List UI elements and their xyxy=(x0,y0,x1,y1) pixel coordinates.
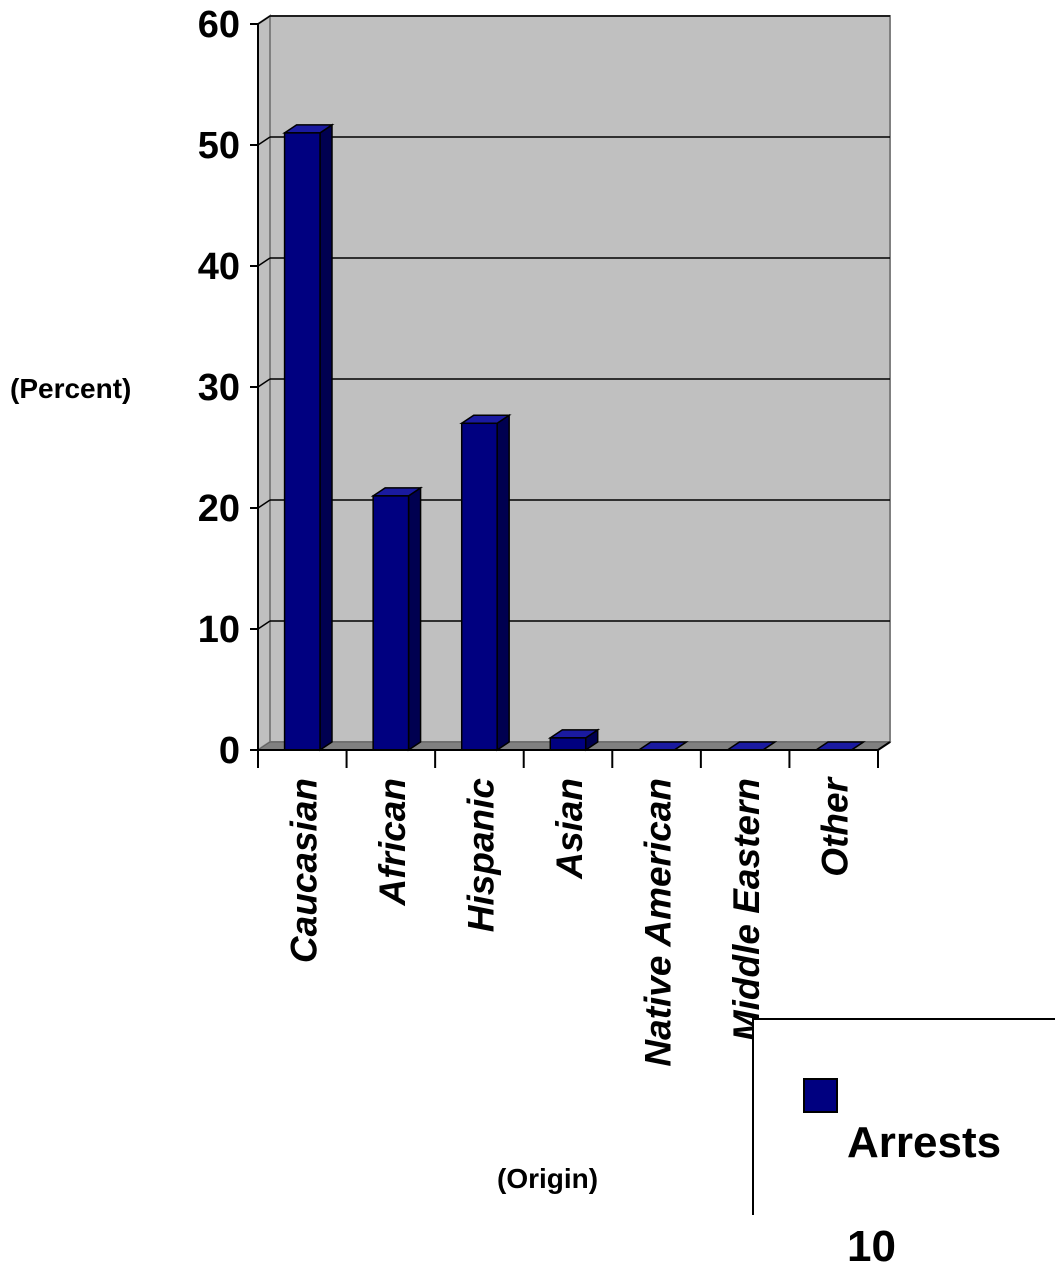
x-tick-label-6: Other xyxy=(815,775,856,876)
bar-3 xyxy=(547,728,601,752)
x-tick-label-3: Asian xyxy=(549,778,590,880)
y-tick-label-3: 30 xyxy=(198,367,240,409)
y-tick-label-1: 10 xyxy=(198,609,240,651)
y-tick-label-0: 0 xyxy=(219,730,240,772)
bar-front-0 xyxy=(283,132,321,751)
bar-front-1 xyxy=(372,495,410,751)
bar-0 xyxy=(282,123,335,752)
y-ticks: 0 10 20 30 40 50 60 xyxy=(198,4,258,772)
legend-label: Arrests 10 xyxy=(847,1065,1001,1273)
gridline-diag-5 xyxy=(257,136,271,146)
x-tick-label-2: Hispanic xyxy=(460,778,501,933)
y-axis-title: (Percent) xyxy=(10,373,131,404)
bar-chart: 0 10 20 30 40 50 60 Caucasian African Hispanic As… xyxy=(10,4,892,1194)
gridline-diag-3 xyxy=(257,378,271,388)
y-tick-label-4: 40 xyxy=(198,246,240,288)
bar-side-2 xyxy=(496,413,510,752)
bar-2 xyxy=(459,413,512,752)
bar-front-2 xyxy=(460,422,498,751)
floor-edge xyxy=(877,741,891,751)
x-axis-title: (Origin) xyxy=(497,1163,598,1194)
gridline-diag-6 xyxy=(257,15,271,25)
x-tick-label-0: Caucasian xyxy=(283,778,324,963)
y-tick-label-6: 60 xyxy=(198,4,240,46)
bar-front-3 xyxy=(549,737,587,751)
x-tick-label-5: Middle Eastern xyxy=(726,778,767,1041)
legend-label-line2: 10 xyxy=(847,1222,896,1271)
x-ticks: Caucasian African Hispanic Asian Native Amer… xyxy=(257,741,891,1067)
gridline-diag-2 xyxy=(257,499,271,509)
bar-6 xyxy=(813,741,866,751)
gridline-diag-4 xyxy=(257,257,271,267)
bars xyxy=(282,123,866,752)
legend: Arrests 10 xyxy=(752,1018,1055,1271)
legend-label-line1: Arrests xyxy=(847,1118,1002,1167)
gridline-diag-1 xyxy=(257,620,271,630)
bar-side-1 xyxy=(407,486,422,752)
legend-swatch xyxy=(803,1078,838,1113)
bar-1 xyxy=(370,486,424,752)
x-tick-label-4: Native American xyxy=(638,778,679,1067)
x-tick-label-1: African xyxy=(372,778,413,906)
y-tick-label-2: 20 xyxy=(198,488,240,530)
y-tick-label-5: 50 xyxy=(198,125,240,167)
bar-side-0 xyxy=(319,123,333,752)
